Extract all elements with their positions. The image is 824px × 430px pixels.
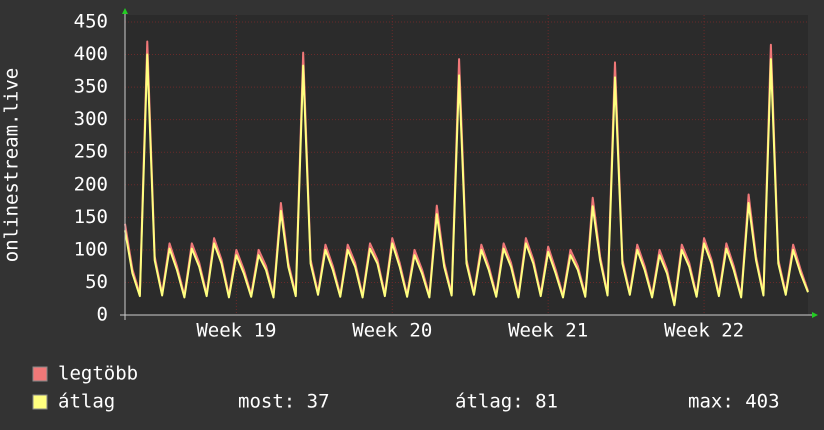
x-arrow	[812, 312, 818, 318]
y-arrow	[122, 8, 128, 14]
y-tick-label: 350	[74, 76, 108, 98]
y-tick-label: 200	[74, 173, 108, 195]
lines	[124, 40, 809, 307]
series-line	[124, 53, 809, 307]
y-tick-label: 300	[74, 108, 108, 130]
legend-label: átlag	[58, 391, 115, 413]
x-tick-label: Week 19	[196, 320, 276, 342]
y-axis-title: onlinestream.live	[1, 68, 23, 262]
y-tick-label: 0	[97, 304, 108, 326]
y-tick-label: 100	[74, 238, 108, 260]
stat-average: átlag: 81	[455, 391, 558, 413]
x-tick-label: Week 20	[352, 320, 432, 342]
legend-swatch	[32, 366, 48, 382]
grid	[125, 15, 808, 316]
y-tick-label: 450	[74, 11, 108, 33]
x-tick-label: Week 22	[664, 320, 744, 342]
stat-current: most: 37	[238, 391, 330, 413]
y-tick-label: 250	[74, 141, 108, 163]
y-tick-label: 400	[74, 43, 108, 65]
legend: legtöbb átlag	[32, 363, 138, 413]
legend-label: legtöbb	[58, 363, 138, 385]
stat-max: max: 403	[688, 391, 780, 413]
plot-area	[125, 15, 808, 315]
y-tick-label: 150	[74, 206, 108, 228]
legend-swatch	[32, 394, 48, 410]
y-tick-label: 50	[85, 271, 108, 293]
x-tick-label: Week 21	[508, 320, 588, 342]
